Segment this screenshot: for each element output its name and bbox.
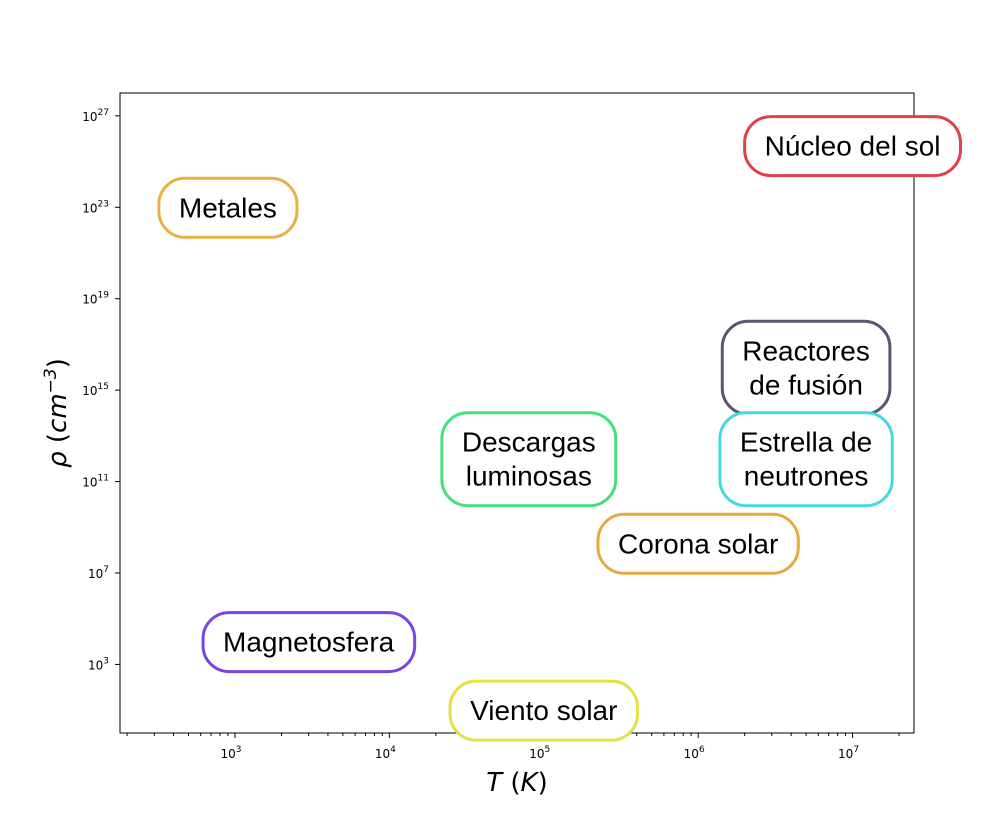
y-tick-label: 1023	[82, 199, 109, 215]
y-tick-label: 1011	[82, 474, 109, 490]
region-labels: Núcleo del sol Metales Reactores de fusión E…	[157, 115, 962, 742]
region-box	[743, 115, 962, 178]
region-label: Núcleo del sol	[743, 115, 962, 178]
region-label: Magnetosfera	[201, 611, 417, 674]
x-tick-label: 107	[838, 745, 859, 761]
region-box	[440, 411, 618, 508]
region-label: Viento solar	[448, 679, 639, 742]
region-label: Estrella de neutrones	[718, 411, 894, 508]
region-box	[157, 176, 299, 239]
y-tick-label: 1027	[82, 108, 109, 124]
y-tick-label: 1015	[82, 382, 109, 398]
region-text: Estrella de neutrones	[740, 427, 872, 492]
region-label: Corona solar	[596, 512, 800, 575]
region-text: Magnetosfera	[223, 627, 395, 658]
region-label: Descargas luminosas	[440, 411, 618, 508]
region-text: Metales	[179, 192, 277, 223]
region-box	[596, 512, 800, 575]
y-tick-label: 107	[88, 565, 109, 581]
region-label: Metales	[157, 176, 299, 239]
region-box	[718, 411, 894, 508]
x-tick-label: 105	[529, 745, 550, 761]
region-box	[201, 611, 417, 674]
region-box	[448, 679, 639, 742]
region-text: Reactores de fusión	[742, 335, 870, 400]
y-tick-label: 1019	[82, 291, 109, 307]
x-tick-label: 103	[220, 745, 241, 761]
x-tick-label: 106	[684, 745, 705, 761]
region-text: Descargas luminosas	[462, 427, 596, 492]
y-axis-ticks: 103 107 1011 1015 1019 1023 1027	[82, 108, 120, 672]
region-label: Reactores de fusión	[720, 319, 892, 416]
region-text: Núcleo del sol	[765, 131, 941, 162]
x-tick-label: 104	[375, 745, 396, 761]
region-text: Corona solar	[618, 528, 778, 559]
x-axis-ticks: 103 104 105 106 107	[126, 733, 900, 761]
region-text: Viento solar	[470, 695, 617, 726]
x-axis-label: T (K)	[486, 768, 548, 798]
y-tick-label: 103	[88, 656, 109, 672]
y-axis-label: ρ (cm−3)	[41, 358, 73, 468]
